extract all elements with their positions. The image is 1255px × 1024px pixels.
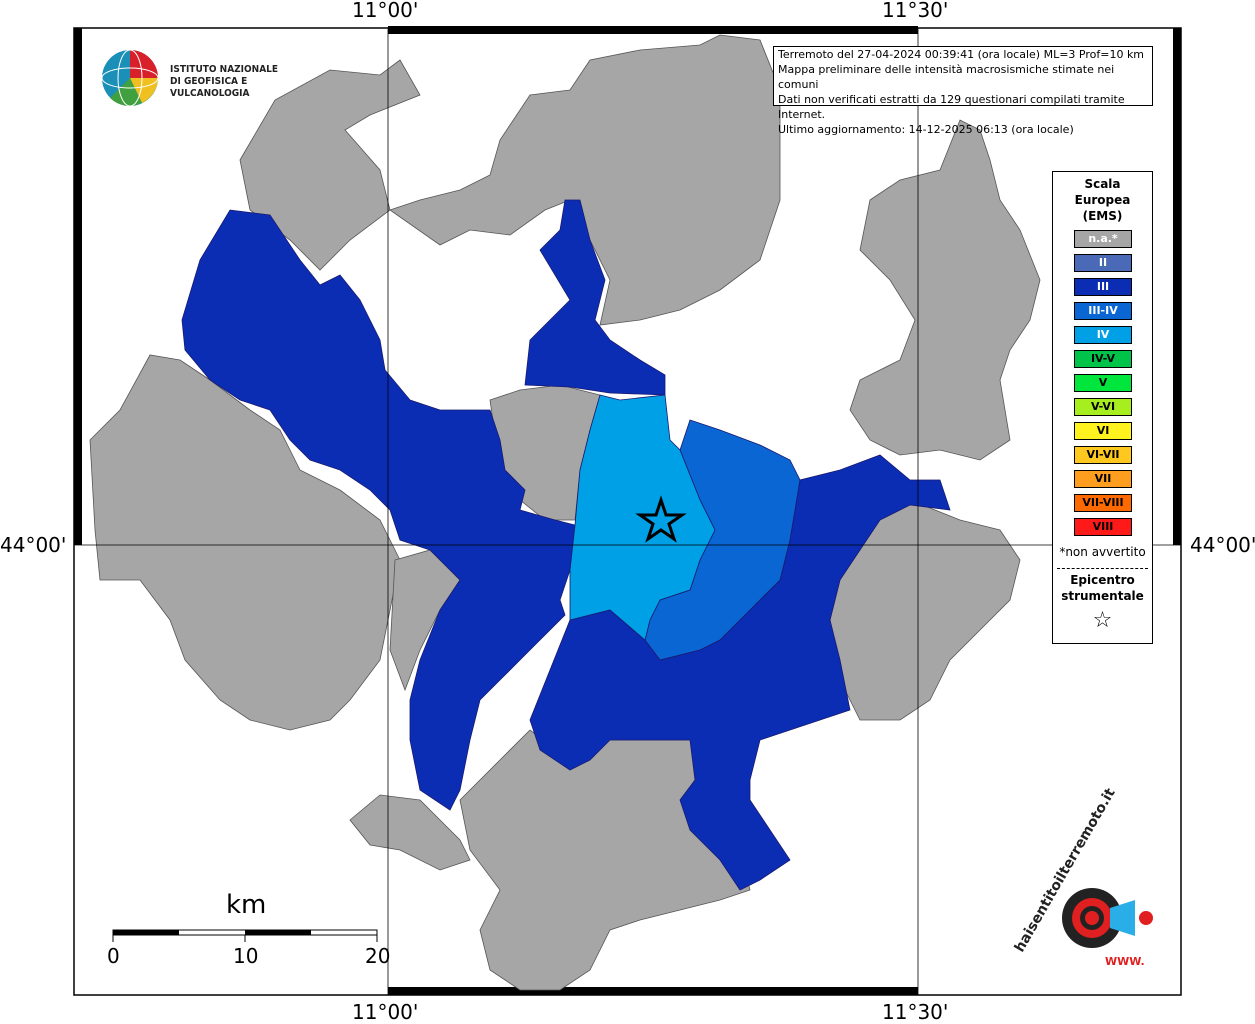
ingv-logo-icon <box>101 49 159 107</box>
scale-unit: km <box>226 890 267 920</box>
legend-item: VIII <box>1074 518 1132 536</box>
legend-item: IV-V <box>1074 350 1132 368</box>
info-line2: Mappa preliminare delle intensità macros… <box>778 63 1115 91</box>
ingv-line1: ISTITUTO NAZIONALE <box>170 64 279 75</box>
haisentito-logo-icon <box>1062 888 1153 948</box>
scale-tick-20: 20 <box>365 944 391 968</box>
legend: Scala Europea (EMS) n.a.* II III III-IV IV IV… <box>1052 171 1153 644</box>
ingv-line2: DI GEOFISICA E VULCANOLOGIA <box>170 76 250 99</box>
frame-bar-top <box>388 26 918 34</box>
legend-item: IV <box>1074 326 1132 344</box>
legend-divider <box>1057 568 1148 569</box>
info-line3: Dati non verificati estratti da 129 ques… <box>778 93 1125 121</box>
legend-item: III-IV <box>1074 302 1132 320</box>
legend-item: VI <box>1074 422 1132 440</box>
coord-top-left: 11°00' <box>352 0 419 22</box>
legend-item: VI-VII <box>1074 446 1132 464</box>
legend-epicenter-line2: strumentale <box>1061 589 1144 603</box>
legend-epicenter-line1: Epicentro <box>1070 573 1135 587</box>
legend-title-line1: Scala <box>1084 177 1121 191</box>
coord-right: 44°00' <box>1190 533 1255 557</box>
info-line4: Ultimo aggiornamento: 14-12-2025 06:13 (… <box>778 123 1074 136</box>
coord-top-right: 11°30' <box>882 0 949 22</box>
legend-item: III <box>1074 278 1132 296</box>
legend-title: Scala Europea (EMS) <box>1053 176 1152 224</box>
frame-bar-bottom <box>388 987 918 995</box>
legend-item: V-VI <box>1074 398 1132 416</box>
ingv-logo: ISTITUTO NAZIONALE DI GEOFISICA E VULCAN… <box>100 48 320 108</box>
legend-star-icon: ☆ <box>1092 608 1113 633</box>
info-box: Terremoto del 27-04-2024 00:39:41 (ora l… <box>773 46 1153 136</box>
coord-left: 44°00' <box>0 533 67 557</box>
legend-item: VII <box>1074 470 1132 488</box>
info-line1: Terremoto del 27-04-2024 00:39:41 (ora l… <box>778 48 1145 61</box>
legend-item: V <box>1074 374 1132 392</box>
legend-epicenter-label: Epicentro strumentale <box>1053 572 1152 604</box>
legend-title-line3: (EMS) <box>1082 209 1123 223</box>
legend-item: II <box>1074 254 1132 272</box>
legend-note: *non avvertito <box>1059 545 1146 559</box>
legend-title-line2: Europea <box>1074 193 1131 207</box>
watermark-url: WWW. <box>1105 955 1145 968</box>
legend-item: n.a.* <box>1074 230 1132 248</box>
scale-tick-10: 10 <box>233 944 259 968</box>
epicenter-star-icon <box>635 495 687 543</box>
coord-bottom-right: 11°30' <box>882 1000 949 1024</box>
frame-bar-right <box>1173 28 1181 545</box>
scale-tick-0: 0 <box>107 944 120 968</box>
frame-bar-left <box>74 28 82 545</box>
municipalities-iii <box>181 199 951 891</box>
legend-item: VII-VIII <box>1074 494 1132 512</box>
coord-bottom-left: 11°00' <box>352 1000 419 1024</box>
